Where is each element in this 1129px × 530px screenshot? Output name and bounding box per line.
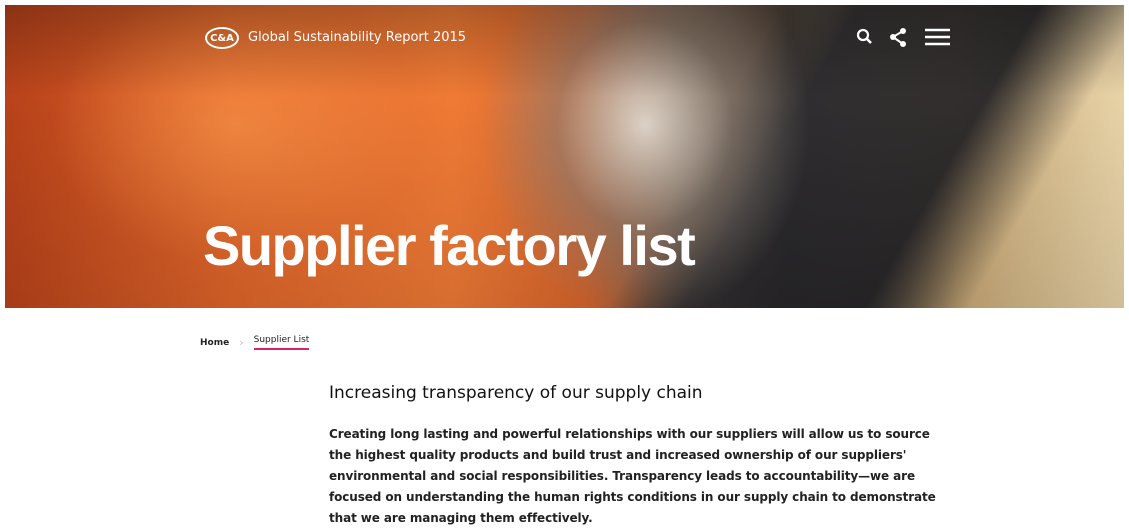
share-icon[interactable] [890, 28, 906, 47]
breadcrumb-link[interactable]: Home [200, 338, 229, 348]
breadcrumb-current: Supplier List [254, 335, 310, 350]
section-body: Creating long lasting and powerful relat… [329, 424, 944, 529]
logo[interactable]: C&A [205, 27, 239, 49]
page: {"header": {"logo": "C&A", "report_title… [0, 0, 1129, 530]
section-heading: Increasing transparency of our supply ch… [329, 383, 703, 403]
hero-banner: C&A Global Sustainability Report 2015 Su… [5, 5, 1124, 308]
breadcrumb: Home › Supplier List [200, 335, 309, 350]
header-icons [853, 25, 953, 51]
breadcrumb-separator: › [239, 336, 243, 349]
report-title[interactable]: Global Sustainability Report 2015 [248, 30, 466, 45]
menu-icon[interactable] [925, 30, 950, 44]
hero-title: Supplier factory list [203, 213, 694, 278]
search-icon[interactable] [858, 30, 871, 43]
